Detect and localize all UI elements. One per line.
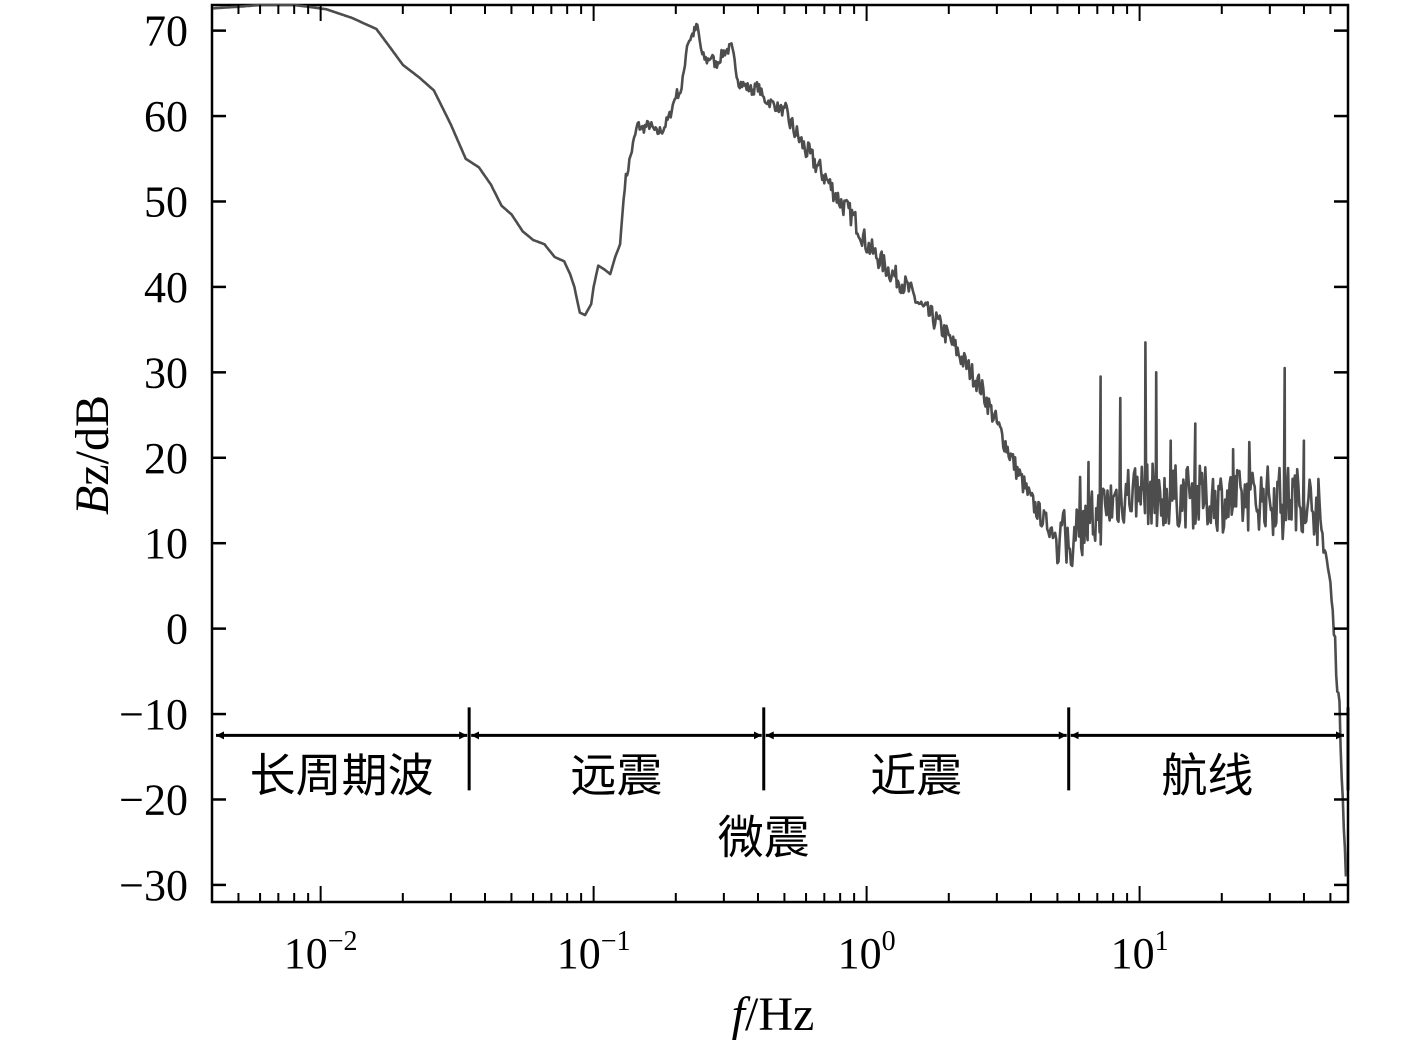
y-tick-label: 70	[144, 7, 188, 56]
x-tick-label-base: 10	[838, 929, 882, 978]
series-line	[211, 3, 1348, 877]
y-axis-title-rest: z/dB	[66, 395, 119, 486]
x-tick-label: 10−1	[557, 926, 631, 978]
x-tick-label-base: 10	[1111, 929, 1155, 978]
x-axis-title-rest: /Hz	[745, 988, 814, 1041]
x-tick-label-exponent: 1	[1155, 926, 1169, 957]
y-tick-label: 10	[144, 519, 188, 568]
x-tick-label: 101	[1111, 926, 1169, 978]
y-tick-label: 0	[166, 605, 188, 654]
y-tick-label: 60	[144, 92, 188, 141]
y-tick-label: 30	[144, 348, 188, 397]
y-axis: 70 60 50 40 30 20 10 0 −10 −20 −30	[119, 7, 1348, 910]
series-layer	[211, 3, 1348, 877]
y-tick-label: −20	[119, 775, 188, 824]
x-tick-label-exponent: −2	[328, 926, 358, 957]
y-axis-title: Bz/dB	[66, 395, 119, 515]
x-tick-label: 100	[838, 926, 896, 978]
y-tick-label: 20	[144, 434, 188, 483]
x-axis-title: f/Hz	[732, 988, 815, 1041]
x-axis: 10−2 10−1 100 101	[211, 5, 1332, 978]
y-tick-label: −10	[119, 690, 188, 739]
band-label: 远震	[570, 748, 662, 802]
y-tick-label: −30	[119, 861, 188, 910]
band-label: 长周期波	[250, 748, 434, 802]
band-label: 近震	[870, 748, 962, 802]
plot-frame	[210, 3, 1350, 904]
y-tick-label: 50	[144, 177, 188, 226]
x-tick-label-exponent: −1	[601, 926, 631, 957]
x-tick-label: 10−2	[284, 926, 358, 978]
x-tick-label-base: 10	[284, 929, 328, 978]
x-tick-label-base: 10	[557, 929, 601, 978]
x-tick-label-exponent: 0	[882, 926, 896, 957]
band-sub-label: 微震	[718, 810, 810, 864]
band-label: 航线	[1161, 748, 1253, 802]
y-axis-title-italic: B	[66, 486, 119, 515]
y-tick-label: 40	[144, 263, 188, 312]
plot-area	[210, 3, 1350, 904]
